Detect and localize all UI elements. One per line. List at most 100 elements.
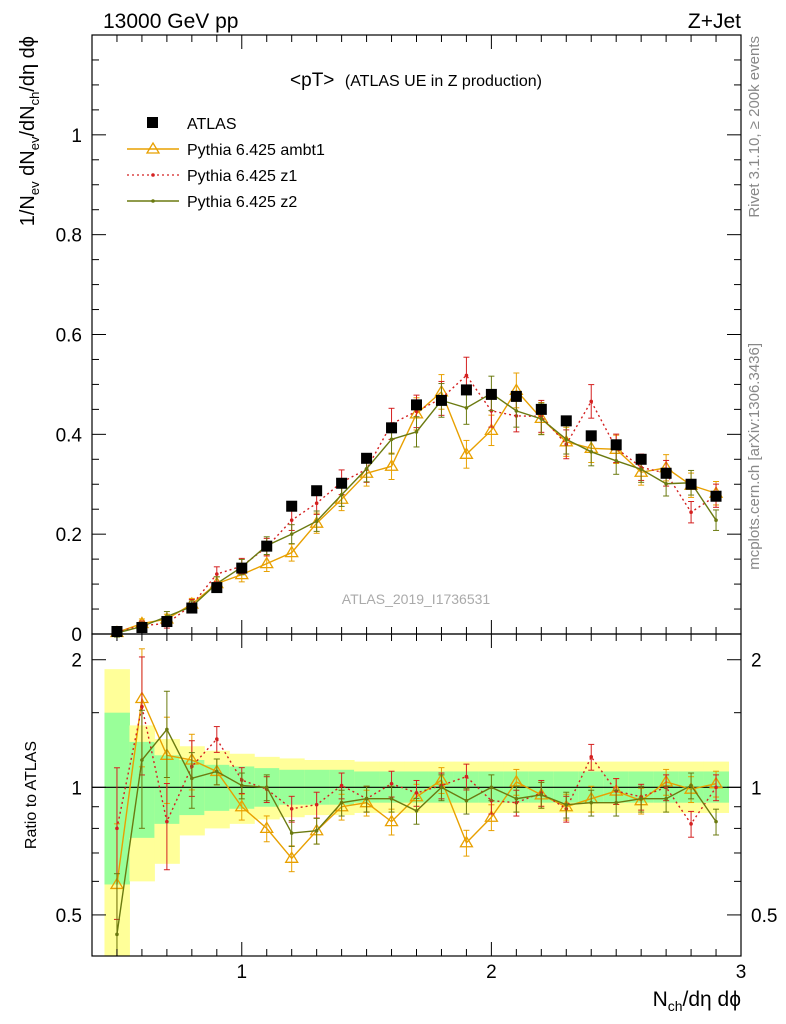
main-point-ambt1-marker xyxy=(484,423,499,435)
x-axis-label: Nch/dη dϕ xyxy=(653,988,741,1014)
ratio-point-z1-marker xyxy=(165,819,169,824)
main-point-atlas xyxy=(236,562,248,574)
main-point-atlas xyxy=(435,394,447,406)
main-point-z2-marker xyxy=(539,417,544,421)
ratio-point-z2-marker xyxy=(714,819,718,824)
ratio-series-layer xyxy=(109,648,724,957)
main-point-atlas xyxy=(211,582,223,594)
main-point-z1-marker xyxy=(414,409,419,414)
ratio-point-z2-marker xyxy=(689,783,693,788)
main-point-z1-marker xyxy=(689,510,693,515)
main-point-atlas xyxy=(361,452,373,464)
legend-ambt1-marker xyxy=(145,141,161,154)
ratio-panel: 0.5 0.5 1 1 2 2 1 2 3 Ratio to ATLAS Nch/dη dϕ xyxy=(23,633,777,1014)
ratio-y-tick-label-left: 0.5 xyxy=(56,906,82,927)
ratio-point-z1-marker xyxy=(589,755,594,759)
main-point-atlas xyxy=(286,500,298,512)
ratio-point-ambt1-marker xyxy=(234,799,249,812)
ratio-point-ambt1-marker xyxy=(284,851,299,863)
ratio-point-z1-marker xyxy=(289,806,294,811)
ratio-point-z2-marker xyxy=(364,796,369,801)
main-point-z2-marker xyxy=(664,481,668,486)
ratio-point-z1-marker xyxy=(339,783,344,788)
ratio-point-z2-marker xyxy=(264,785,269,790)
main-point-atlas xyxy=(610,439,622,451)
ratio-point-z1-marker xyxy=(215,737,219,741)
ratio-point-z2-marker xyxy=(289,831,294,835)
ratio-point-z1-marker xyxy=(689,822,693,826)
ratio-point-z1-marker xyxy=(115,826,119,831)
ratio-point-z1-marker xyxy=(140,704,144,709)
main-point-z1-marker xyxy=(314,501,319,506)
chart-title-sub: (ATLAS UE in Z production) xyxy=(345,73,542,90)
main-point-z2-marker xyxy=(339,492,344,497)
main-point-z2-marker xyxy=(289,532,294,536)
legend-ambt1-label: Pythia 6.425 ambt1 xyxy=(187,142,325,159)
ratio-y-tick-label-left: 1 xyxy=(71,778,82,799)
ratio-point-z2-marker xyxy=(539,793,544,797)
header-left: 13000 GeV pp xyxy=(103,10,238,33)
main-point-atlas xyxy=(485,388,497,400)
header-right: Z+Jet xyxy=(688,10,741,33)
ratio-point-ambt1-marker xyxy=(484,809,499,822)
main-point-z1-marker xyxy=(289,518,294,522)
main-point-ambt1-marker xyxy=(459,447,474,459)
ratio-point-z2-marker xyxy=(589,800,594,805)
main-x-axis xyxy=(116,35,717,634)
main-point-atlas xyxy=(186,602,198,614)
main-point-z2-marker xyxy=(414,430,419,434)
ratio-y-axis-label: Ratio to ATLAS xyxy=(23,741,40,849)
main-y-tick-label: 1 xyxy=(71,126,82,147)
main-point-atlas xyxy=(635,453,647,465)
main-point-z2-marker xyxy=(589,450,594,454)
main-y-tick-label: 0.4 xyxy=(56,425,83,446)
main-series-layer xyxy=(109,356,724,638)
main-point-z1-marker xyxy=(589,399,594,404)
ratio-y-tick-label-right: 1 xyxy=(751,778,762,799)
main-point-atlas xyxy=(585,430,597,442)
main-point-ambt1-marker xyxy=(384,459,399,471)
ratio-point-z2-marker xyxy=(439,785,444,790)
main-y-tick-label: 0.8 xyxy=(56,226,82,247)
ratio-point-ambt1-marker xyxy=(259,821,274,834)
ratio-point-z2-marker xyxy=(190,776,194,781)
ratio-point-z2-marker xyxy=(339,800,344,805)
ratio-y-tick-label-right: 2 xyxy=(751,651,762,672)
main-y-tick-label: 0 xyxy=(71,625,82,646)
main-point-z2-marker xyxy=(514,409,519,413)
ratio-y-tick-label-right: 0.5 xyxy=(751,906,777,927)
mcplots-label: mcplots.cern.ch [arXiv:1306.3436] xyxy=(746,343,763,570)
ratio-point-ambt1-marker xyxy=(384,814,399,827)
ratio-point-z2-marker xyxy=(239,783,244,788)
ratio-point-z2-marker xyxy=(314,828,319,833)
main-point-atlas xyxy=(560,415,572,427)
ratio-point-z2-marker xyxy=(564,802,569,807)
main-point-atlas xyxy=(386,422,398,434)
main-point-atlas xyxy=(311,485,323,497)
legend-z1-marker xyxy=(151,173,155,177)
ratio-point-z2-marker xyxy=(514,796,519,801)
main-point-atlas xyxy=(510,390,522,402)
ratio-point-z1-marker xyxy=(714,785,718,790)
main-point-atlas xyxy=(161,616,173,628)
ratio-point-z2-marker xyxy=(215,769,219,774)
ratio-point-z2-marker xyxy=(464,798,469,803)
ratio-point-z1-marker xyxy=(464,774,469,779)
ratio-x-tick-label: 3 xyxy=(736,962,747,983)
rivet-label: Rivet 3.1.10, ≥ 200k events xyxy=(746,36,763,218)
ratio-x-axis: 1 2 3 xyxy=(116,634,747,983)
legend-z1-label: Pythia 6.425 z1 xyxy=(187,168,297,185)
ratio-point-z2-marker xyxy=(414,809,419,813)
watermark: ATLAS_2019_I1736531 xyxy=(342,591,491,607)
main-point-z2-marker xyxy=(364,466,369,471)
main-point-z2-marker xyxy=(564,437,569,442)
ratio-point-z1-marker xyxy=(414,791,419,795)
main-point-atlas xyxy=(660,467,672,479)
main-point-ambt1-marker xyxy=(284,545,299,558)
main-point-z2-marker xyxy=(639,467,643,472)
chart-title: <pT> (ATLAS UE in Z production) xyxy=(290,70,542,91)
main-panel: 0 0.2 0.4 0.6 0.8 1 <pT> (ATLAS UE in Z produ… xyxy=(17,34,742,646)
legend-atlas-marker xyxy=(147,117,158,128)
legend-z2-label: Pythia 6.425 z2 xyxy=(187,194,297,211)
